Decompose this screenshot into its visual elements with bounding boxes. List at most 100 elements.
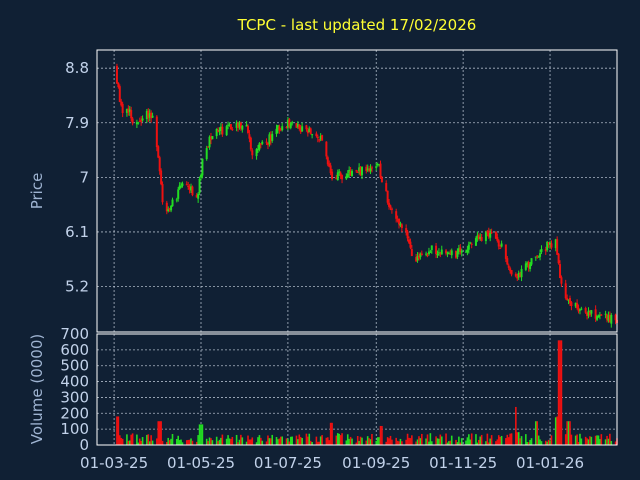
volume-bar <box>487 442 490 445</box>
volume-bar <box>227 435 229 445</box>
candle-body <box>406 231 409 239</box>
candle-body <box>187 185 190 188</box>
candle-body <box>430 245 433 251</box>
volume-bar <box>549 440 551 445</box>
volume-bar <box>346 434 349 445</box>
candle-body <box>550 243 553 248</box>
candle-body <box>248 134 251 139</box>
candle-body <box>251 150 254 156</box>
volume-bar <box>580 438 583 445</box>
candle-body <box>215 128 218 137</box>
volume-bar <box>268 438 271 445</box>
volume-bar <box>270 438 272 445</box>
candle-body <box>235 122 238 128</box>
volume-bar <box>171 434 174 445</box>
candle-body <box>301 126 304 132</box>
volume-bar <box>315 436 318 445</box>
candle-body <box>370 167 373 169</box>
candle-body <box>580 308 583 310</box>
candle-body <box>227 124 230 126</box>
volume-tick-label: 700 <box>60 325 89 343</box>
candle-body <box>127 108 130 113</box>
volume-bar <box>331 422 333 445</box>
candle-body <box>460 250 463 253</box>
volume-bar <box>386 437 389 445</box>
volume-bar <box>205 438 208 445</box>
volume-tick-label: 100 <box>60 420 89 438</box>
candle-body <box>279 129 282 131</box>
volume-bar <box>240 434 242 445</box>
volume-bar <box>547 439 550 445</box>
candle-body <box>474 238 477 246</box>
candle-body <box>289 123 292 128</box>
volume-bar <box>160 421 162 445</box>
candle-body <box>209 136 212 141</box>
volume-tick-label: 0 <box>79 436 89 454</box>
volume-bar <box>138 438 141 445</box>
volume-bar <box>445 433 447 445</box>
volume-bar <box>577 441 580 445</box>
volume-bar <box>455 439 457 445</box>
candle-body <box>366 168 369 171</box>
volume-bar <box>584 436 587 445</box>
candle-body <box>530 258 533 265</box>
price-tick-label: 7.9 <box>65 114 89 132</box>
candle-body <box>316 136 319 139</box>
candle-body <box>195 195 198 198</box>
volume-bar <box>128 440 131 445</box>
volume-bar <box>351 438 353 445</box>
candle-body <box>494 232 497 239</box>
candle-body <box>526 262 529 265</box>
volume-bar <box>245 441 248 445</box>
candle-body <box>328 163 331 167</box>
volume-bar <box>336 433 339 445</box>
volume-bar <box>378 437 380 445</box>
volume-bar <box>178 440 181 445</box>
volume-bar <box>426 434 429 445</box>
candle-body <box>355 170 358 172</box>
volume-bar <box>395 437 397 445</box>
volume-bar <box>614 441 617 445</box>
volume-bar <box>140 440 142 445</box>
candle-body <box>470 243 473 245</box>
volume-bar <box>506 434 509 445</box>
volume-bar <box>325 437 328 445</box>
volume-bar <box>421 433 423 445</box>
volume-axis-label: Volume (0000) <box>28 334 46 444</box>
volume-bar <box>208 437 211 445</box>
volume-bar <box>150 435 152 445</box>
volume-bar <box>218 439 221 445</box>
volume-bar <box>248 439 251 445</box>
candle-body <box>288 119 291 127</box>
candle-body <box>368 169 371 172</box>
volume-bar <box>121 438 124 445</box>
candle-body <box>291 122 294 124</box>
candle-body <box>167 209 170 212</box>
date-tick-label: 01-05-25 <box>167 454 235 472</box>
candle-body <box>271 133 274 141</box>
candle-body <box>568 298 571 304</box>
candle-body <box>487 230 490 237</box>
volume-bar <box>505 438 507 445</box>
volume-bar <box>438 438 440 445</box>
candle-body <box>510 270 513 275</box>
volume-bar <box>356 436 359 445</box>
volume-bar <box>231 436 234 445</box>
volume-bar <box>359 436 362 445</box>
candle-body <box>325 141 328 157</box>
volume-bar <box>517 432 520 445</box>
candle-body <box>360 166 363 176</box>
price-tick-label: 6.1 <box>65 223 89 241</box>
candle-body <box>467 244 470 250</box>
volume-bar <box>238 439 241 445</box>
volume-bar <box>429 433 432 445</box>
candle-body <box>180 186 183 188</box>
volume-bar <box>190 438 192 445</box>
volume-bar <box>188 439 191 445</box>
volume-bar <box>510 433 513 445</box>
volume-bar <box>450 435 453 445</box>
volume-bar <box>497 435 500 445</box>
candle-body <box>586 312 589 317</box>
candle-body <box>150 112 153 119</box>
